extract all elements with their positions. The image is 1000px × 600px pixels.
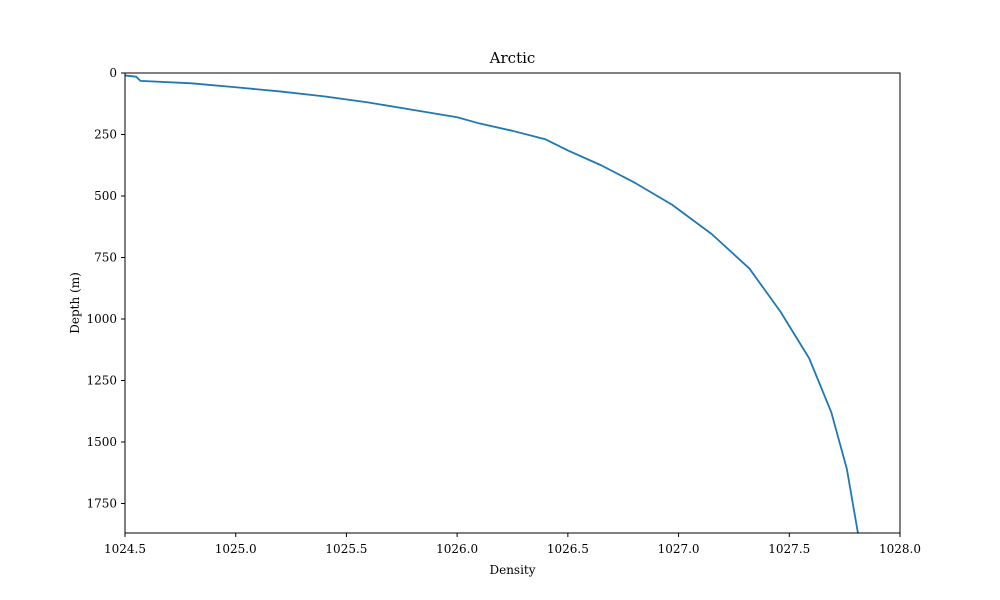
series-line — [124, 74, 859, 534]
chart-title: Arctic — [489, 49, 536, 67]
x-tick-label: 1025.0 — [215, 542, 257, 556]
plot-frame — [124, 72, 901, 534]
y-tick-label: 1000 — [86, 312, 117, 326]
x-tick-label: 1024.5 — [104, 542, 146, 556]
y-tick-label: 1250 — [86, 373, 117, 387]
x-tick-label: 1026.5 — [547, 542, 589, 556]
series-layer — [124, 74, 859, 534]
y-tick-label: 1750 — [86, 496, 117, 510]
x-tick-label: 1025.5 — [325, 542, 367, 556]
y-axis: 0 250 500 750 1000 1250 1500 1750 — [86, 66, 125, 510]
x-tick-label: 1027.5 — [768, 542, 810, 556]
y-tick-label: 750 — [94, 250, 117, 264]
x-axis-label: Density — [489, 563, 535, 577]
plot-area — [125, 73, 900, 533]
y-axis-label: Depth (m) — [68, 272, 82, 334]
y-tick-label: 0 — [109, 66, 117, 80]
x-tick-label: 1028.0 — [879, 542, 921, 556]
x-axis: 1024.5 1025.0 1025.5 1026.0 1026.5 1027.0 1027… — [104, 533, 921, 556]
y-tick-label: 1500 — [86, 435, 117, 449]
y-tick-label: 500 — [94, 189, 117, 203]
y-tick-label: 250 — [94, 127, 117, 141]
x-tick-label: 1027.0 — [658, 542, 700, 556]
x-tick-label: 1026.0 — [436, 542, 478, 556]
